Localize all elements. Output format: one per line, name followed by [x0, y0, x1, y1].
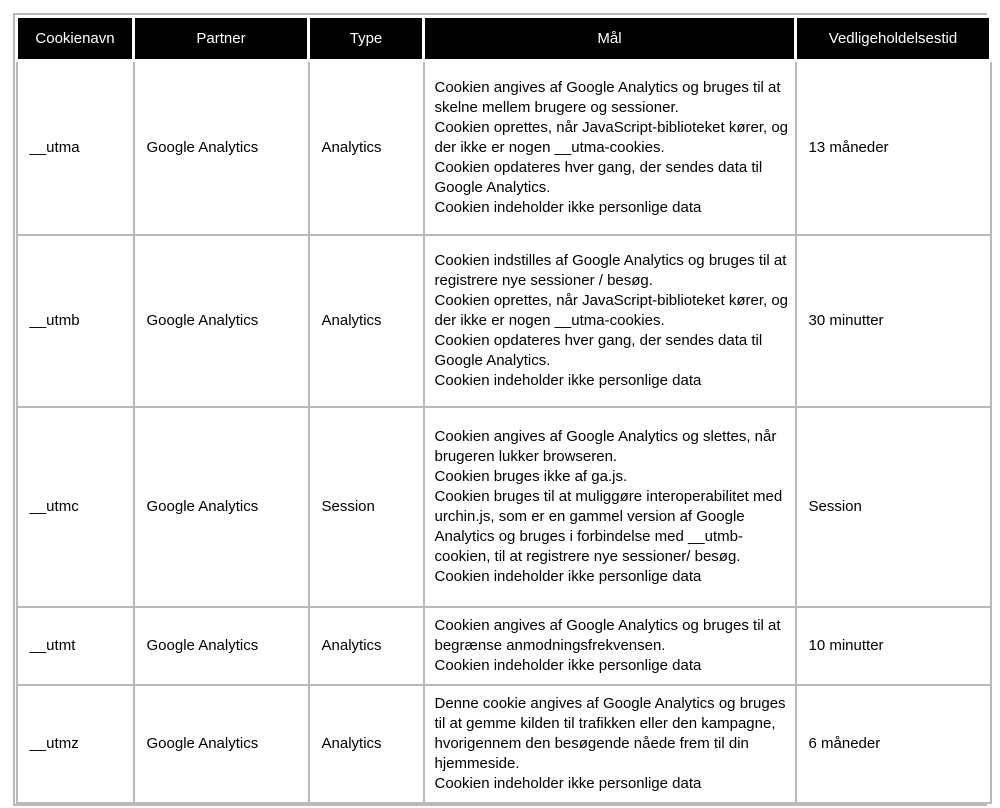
cell-partner: Google Analytics	[132, 683, 310, 804]
cell-cookienavn: __utmc	[15, 405, 135, 608]
table-row: __utmc Google Analytics Session Cookien …	[15, 405, 992, 608]
cell-vedligeholdelsestid: 13 måneder	[794, 59, 992, 236]
cell-vedligeholdelsestid: 30 minutter	[794, 233, 992, 408]
table-row: __utmz Google Analytics Analytics Denne …	[15, 683, 992, 804]
cell-partner: Google Analytics	[132, 405, 310, 608]
cell-cookienavn: __utma	[15, 59, 135, 236]
table-row: __utma Google Analytics Analytics Cookie…	[15, 59, 992, 236]
cell-partner: Google Analytics	[132, 605, 310, 686]
cell-maal: Cookien angives af Google Analytics og b…	[422, 605, 797, 686]
cell-cookienavn: __utmz	[15, 683, 135, 804]
cell-cookienavn: __utmb	[15, 233, 135, 408]
cookie-table: Cookienavn Partner Type Mål Vedligeholde…	[15, 15, 992, 804]
cell-cookienavn: __utmt	[15, 605, 135, 686]
cell-vedligeholdelsestid: Session	[794, 405, 992, 608]
cell-type: Analytics	[307, 605, 425, 686]
column-header-vedligeholdelsestid: Vedligeholdelsestid	[794, 15, 992, 62]
cell-maal: Denne cookie angives af Google Analytics…	[422, 683, 797, 804]
column-header-cookienavn: Cookienavn	[15, 15, 135, 62]
cell-maal: Cookien angives af Google Analytics og b…	[422, 59, 797, 236]
cookie-table-container: Cookienavn Partner Type Mål Vedligeholde…	[13, 13, 992, 806]
cell-vedligeholdelsestid: 10 minutter	[794, 605, 992, 686]
cell-maal: Cookien indstilles af Google Analytics o…	[422, 233, 797, 408]
cell-partner: Google Analytics	[132, 59, 310, 236]
cell-partner: Google Analytics	[132, 233, 310, 408]
cell-maal: Cookien angives af Google Analytics og s…	[422, 405, 797, 608]
table-row: __utmb Google Analytics Analytics Cookie…	[15, 233, 992, 408]
cell-type: Analytics	[307, 683, 425, 804]
cell-type: Analytics	[307, 233, 425, 408]
table-header-row: Cookienavn Partner Type Mål Vedligeholde…	[15, 15, 992, 62]
column-header-partner: Partner	[132, 15, 310, 62]
column-header-type: Type	[307, 15, 425, 62]
column-header-maal: Mål	[422, 15, 797, 62]
cell-type: Session	[307, 405, 425, 608]
table-row: __utmt Google Analytics Analytics Cookie…	[15, 605, 992, 686]
cell-vedligeholdelsestid: 6 måneder	[794, 683, 992, 804]
cell-type: Analytics	[307, 59, 425, 236]
